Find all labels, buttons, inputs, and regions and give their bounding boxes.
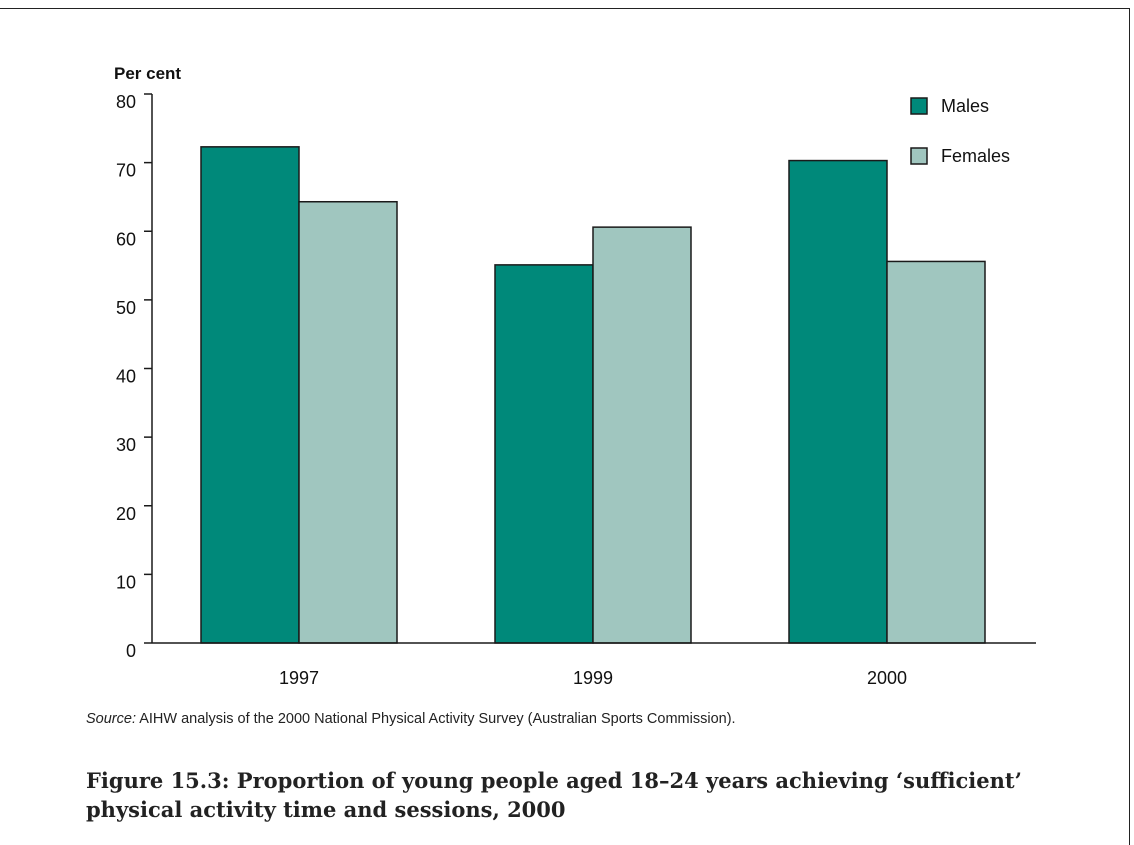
source-text: AIHW analysis of the 2000 National Physi… bbox=[135, 711, 736, 727]
x-tick-label-1997: 1997 bbox=[279, 668, 319, 688]
y-tick-label-10: 10 bbox=[116, 572, 136, 592]
bars-layer bbox=[200, 146, 986, 644]
axes-layer: 1997 1999 2000 0 10 20 30 40 50 60 70 80 bbox=[116, 92, 1036, 688]
y-tick-label-40: 40 bbox=[116, 367, 136, 387]
legend-swatch-females bbox=[910, 147, 928, 165]
y-tick-label-70: 70 bbox=[116, 161, 136, 181]
legend-swatch-males bbox=[910, 97, 928, 115]
figure-frame-top bbox=[0, 8, 1130, 9]
figure-caption: Figure 15.3: Proportion of young people … bbox=[86, 768, 1022, 822]
x-tick-label-2000: 2000 bbox=[867, 668, 907, 688]
y-tick-label-60: 60 bbox=[116, 229, 136, 249]
bar-females-2000 bbox=[886, 260, 986, 644]
figure-frame-right bbox=[1129, 8, 1130, 845]
legend-label-females: Females bbox=[941, 146, 1010, 166]
bar-females-1997 bbox=[298, 200, 398, 644]
bar-males-1997 bbox=[200, 146, 300, 644]
source-label: Source: bbox=[86, 711, 136, 727]
source-note: Source: AIHW analysis of the 2000 Nation… bbox=[86, 711, 736, 727]
y-tick-label-50: 50 bbox=[116, 298, 136, 318]
bar-chart: Per cent 1997 1999 2000 0 10 20 30 40 50 60 70 80 M… bbox=[114, 64, 1036, 688]
legend-label-males: Males bbox=[941, 96, 989, 116]
y-tick-label-30: 30 bbox=[116, 435, 136, 455]
bar-males-2000 bbox=[788, 159, 888, 644]
bar-males-1999 bbox=[494, 264, 594, 644]
y-tick-label-0: 0 bbox=[126, 641, 136, 661]
y-axis-label: Per cent bbox=[114, 64, 181, 83]
y-tick-label-80: 80 bbox=[116, 92, 136, 112]
legend: Males Females bbox=[910, 96, 1010, 166]
y-tick-label-20: 20 bbox=[116, 504, 136, 524]
x-tick-label-1999: 1999 bbox=[573, 668, 613, 688]
bar-females-1999 bbox=[592, 226, 692, 644]
